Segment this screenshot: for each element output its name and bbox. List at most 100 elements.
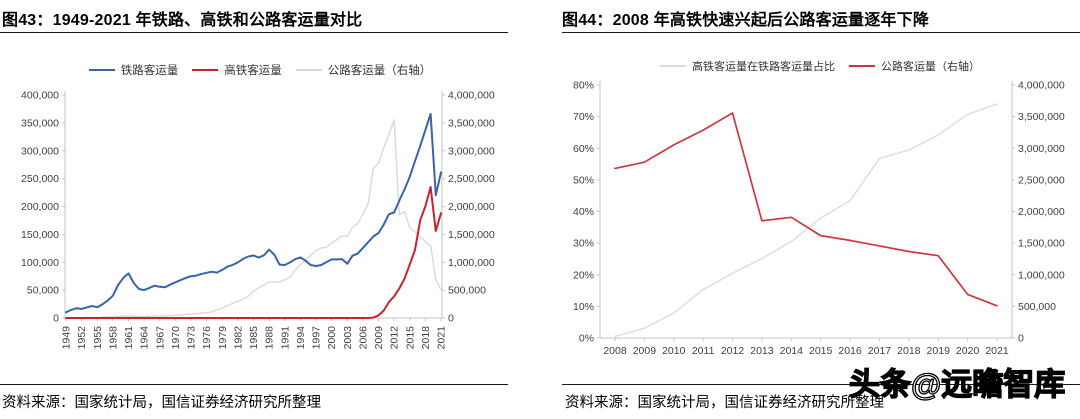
svg-text:3,000,000: 3,000,000 [1018,143,1065,155]
figure44-title: 图44：2008 年高铁快速兴起后公路客运量逐年下降 [562,12,930,29]
svg-text:1979: 1979 [217,326,229,350]
legend-item: 高铁客运量 [192,62,282,78]
svg-text:2009: 2009 [373,326,385,350]
legend-item: 公路客运量（右轴） [849,58,980,74]
svg-text:1952: 1952 [76,326,88,350]
svg-text:2020: 2020 [956,345,980,357]
svg-text:2015: 2015 [809,345,833,357]
svg-text:100,000: 100,000 [21,257,59,269]
svg-text:10%: 10% [573,301,594,313]
legend-label: 铁路客运量 [120,65,179,77]
legend-line-swatch [849,65,875,67]
svg-text:4,000,000: 4,000,000 [448,90,495,102]
figure43-chart: 0 50,000 100,000 150,000 200,000 250,000 300,0… [21,90,495,350]
svg-text:70%: 70% [573,111,594,123]
legend-line-swatch [88,69,115,71]
toutiao-watermark-text: 头条@远瞻智库 [849,367,1065,402]
svg-text:2009: 2009 [633,345,657,357]
figure43-source-rule [0,384,508,385]
svg-text:1994: 1994 [295,326,307,350]
legend-label: 公路客运量（右轴） [881,61,980,73]
svg-text:1985: 1985 [248,326,260,350]
svg-text:1,500,000: 1,500,000 [448,229,495,241]
legend-line-swatch [660,65,686,67]
svg-text:250,000: 250,000 [21,173,59,185]
svg-text:1955: 1955 [92,326,104,350]
svg-text:3,500,000: 3,500,000 [1018,111,1065,123]
svg-text:2019: 2019 [927,345,951,357]
svg-text:2016: 2016 [838,345,862,357]
svg-text:0: 0 [53,313,59,325]
figure43-title: 图43：1949-2021 年铁路、高铁和公路客运量对比 [2,12,363,29]
svg-text:2011: 2011 [692,345,715,357]
legend-label: 公路客运量（右轴） [327,65,432,77]
figure43-legend: 铁路客运量 高铁客运量 公路客运量（右轴） [40,62,480,78]
svg-text:60%: 60% [573,143,594,155]
svg-text:350,000: 350,000 [21,117,59,129]
figure44-source-rule [562,384,1080,385]
svg-text:2,000,000: 2,000,000 [448,201,495,213]
svg-text:2017: 2017 [868,345,892,357]
legend-item: 公路客运量（右轴） [295,62,432,78]
svg-text:2018: 2018 [420,326,432,350]
svg-text:2012: 2012 [721,345,745,357]
svg-text:1982: 1982 [232,326,244,350]
svg-text:200,000: 200,000 [21,201,59,213]
figure44-legend: 高铁客运量在铁路客运量占比 公路客运量（右轴） [600,58,1040,74]
svg-text:2,500,000: 2,500,000 [448,173,495,185]
svg-text:1949: 1949 [61,326,73,350]
svg-text:500,000: 500,000 [1018,301,1056,313]
svg-text:1967: 1967 [154,326,166,350]
svg-text:1964: 1964 [139,326,151,350]
svg-text:2008: 2008 [603,345,627,357]
svg-text:40%: 40% [573,206,594,218]
svg-text:150,000: 150,000 [21,229,59,241]
svg-text:0: 0 [448,313,454,325]
svg-text:1973: 1973 [186,326,198,350]
legend-line-swatch [192,69,219,71]
svg-text:1970: 1970 [170,326,182,350]
svg-text:1961: 1961 [123,326,135,350]
svg-text:2,500,000: 2,500,000 [1018,174,1065,186]
figure43-title-rule [0,32,508,33]
svg-text:2006: 2006 [357,326,369,350]
legend-item: 高铁客运量在铁路客运量占比 [660,58,835,74]
figure43-source: 资料来源：国家统计局，国信证券经济研究所整理 [2,395,321,411]
legend-label: 高铁客运量在铁路客运量占比 [692,61,835,73]
legend-item: 铁路客运量 [88,62,179,78]
figure44-chart: 0% 10% 20% 30% 40% 50% 60% 70% 80% 0 500,000 1,000,… [573,80,1065,357]
svg-text:2012: 2012 [389,326,401,350]
legend-label: 高铁客运量 [224,65,282,77]
svg-text:1,500,000: 1,500,000 [1018,238,1065,250]
svg-text:30%: 30% [573,238,594,250]
figure44-title-rule [562,32,1080,33]
svg-text:300,000: 300,000 [21,145,59,157]
svg-text:20%: 20% [573,269,594,281]
svg-text:2015: 2015 [404,326,416,350]
svg-text:80%: 80% [573,80,594,92]
figure44-source: 资料来源：国家统计局，国信证券经济研究所整理 [565,395,884,411]
svg-text:400,000: 400,000 [21,90,59,102]
svg-text:1976: 1976 [201,326,213,350]
legend-line-swatch [295,69,322,71]
svg-text:0: 0 [1018,333,1024,345]
svg-text:3,000,000: 3,000,000 [448,145,495,157]
toutiao-watermark: 头条@远瞻智库 [848,366,1066,402]
svg-text:2021: 2021 [436,326,448,350]
svg-text:3,500,000: 3,500,000 [448,117,495,129]
svg-text:1991: 1991 [279,326,291,350]
svg-text:0%: 0% [579,333,594,345]
svg-text:50,000: 50,000 [27,285,59,297]
svg-text:2,000,000: 2,000,000 [1018,206,1065,218]
svg-text:2013: 2013 [750,345,774,357]
svg-text:2021: 2021 [985,345,1009,357]
svg-text:1958: 1958 [107,326,119,350]
svg-text:1997: 1997 [311,326,323,350]
svg-text:2018: 2018 [897,345,921,357]
svg-text:1,000,000: 1,000,000 [448,257,495,269]
svg-text:4,000,000: 4,000,000 [1018,80,1065,92]
svg-text:2000: 2000 [326,326,338,350]
svg-text:1988: 1988 [264,326,276,350]
svg-text:2010: 2010 [662,345,686,357]
